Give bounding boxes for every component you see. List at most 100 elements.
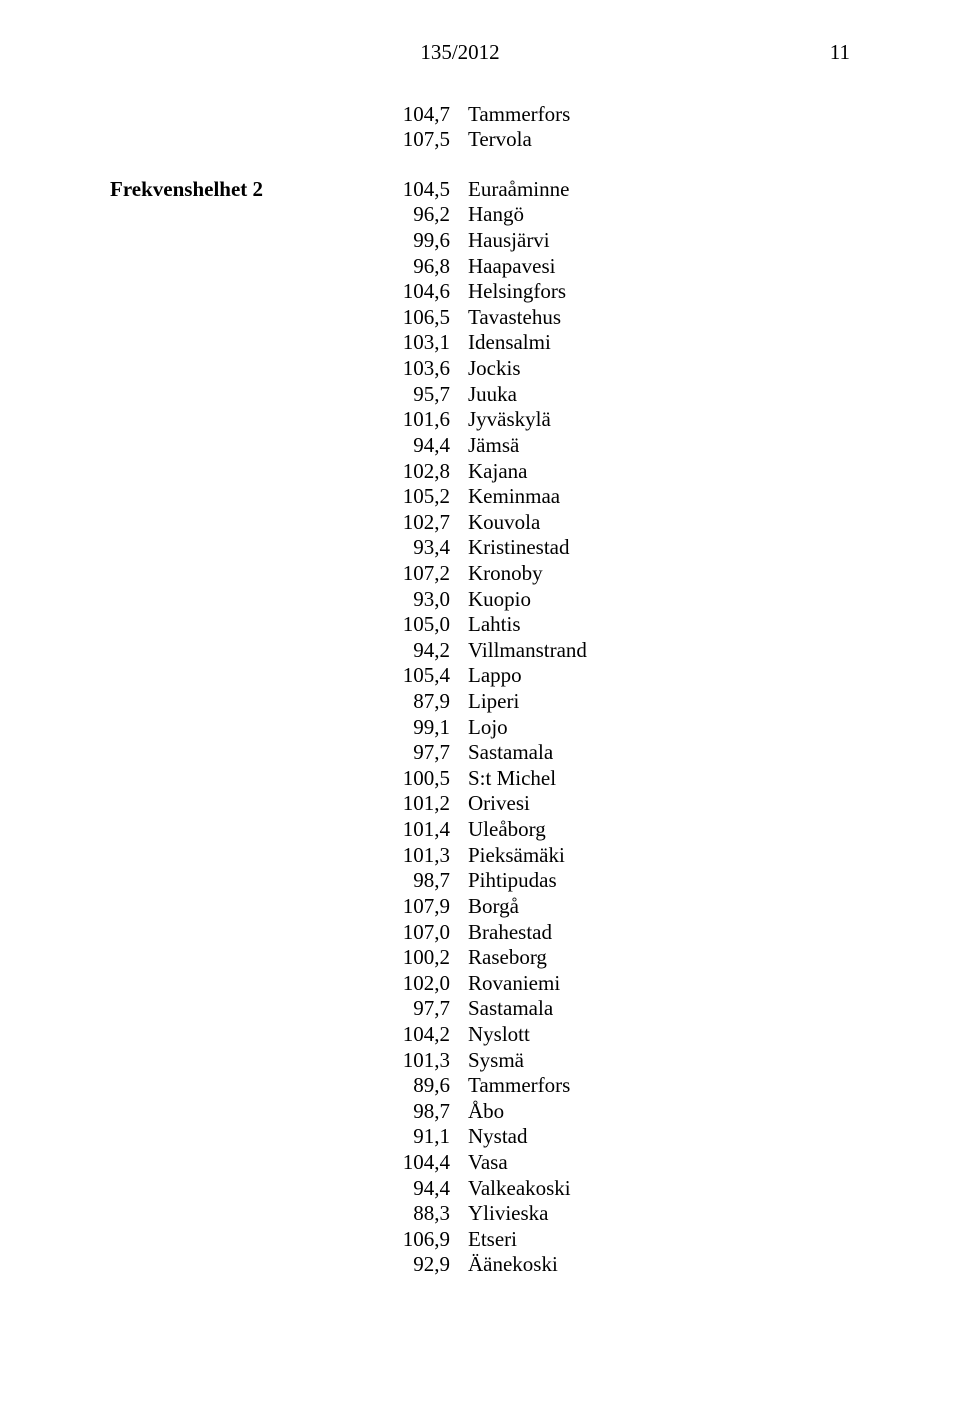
group-label (110, 433, 365, 459)
group-label (110, 484, 365, 510)
location-name: Kronoby (468, 561, 850, 587)
location-name: Nyslott (468, 1022, 850, 1048)
group-label (110, 1252, 365, 1278)
group-label (110, 894, 365, 920)
group-label (110, 228, 365, 254)
group-label (110, 1022, 365, 1048)
frequency-row: 103,6Jockis (110, 356, 850, 382)
group-label (110, 612, 365, 638)
frequency-row: 98,7Pihtipudas (110, 868, 850, 894)
frequency-value: 89,6 (365, 1073, 468, 1099)
frequency-value: 106,5 (365, 305, 468, 331)
frequency-row: Frekvenshelhet 2104,5Euraåminne (110, 177, 850, 203)
location-name: Etseri (468, 1227, 850, 1253)
group-label (110, 1073, 365, 1099)
location-name: Kouvola (468, 510, 850, 536)
location-name: Tammerfors (468, 102, 850, 128)
page-number: 11 (810, 40, 850, 66)
location-name: Pieksämäki (468, 843, 850, 869)
frequency-row: 102,7Kouvola (110, 510, 850, 536)
location-name: Uleåborg (468, 817, 850, 843)
frequency-row: 87,9Liperi (110, 689, 850, 715)
frequency-row: 88,3Ylivieska (110, 1201, 850, 1227)
page-header: 135/2012 11 (110, 40, 850, 66)
frequency-row: 104,4Vasa (110, 1150, 850, 1176)
location-name: Pihtipudas (468, 868, 850, 894)
location-name: Jockis (468, 356, 850, 382)
frequency-row: 102,0Rovaniemi (110, 971, 850, 997)
group-label (110, 740, 365, 766)
group-label (110, 1176, 365, 1202)
frequency-value: 105,2 (365, 484, 468, 510)
location-name: Lojo (468, 715, 850, 741)
location-name: Ylivieska (468, 1201, 850, 1227)
location-name: Tervola (468, 127, 850, 153)
group-label (110, 996, 365, 1022)
content: 104,7Tammerfors107,5Tervola Frekvenshelh… (110, 102, 850, 1278)
frequency-value: 107,0 (365, 920, 468, 946)
frequency-row: 103,1Idensalmi (110, 330, 850, 356)
frequency-row: 95,7Juuka (110, 382, 850, 408)
frequency-value: 91,1 (365, 1124, 468, 1150)
frequency-row: 101,6Jyväskylä (110, 407, 850, 433)
page: 135/2012 11 104,7Tammerfors107,5Tervola … (0, 0, 960, 1418)
group-label (110, 102, 365, 128)
frequency-row: 89,6Tammerfors (110, 1073, 850, 1099)
group-label (110, 382, 365, 408)
frequency-row: 106,5Tavastehus (110, 305, 850, 331)
group-label (110, 843, 365, 869)
frequency-row: 105,4Lappo (110, 663, 850, 689)
group-label (110, 791, 365, 817)
location-name: Lahtis (468, 612, 850, 638)
frequency-value: 104,6 (365, 279, 468, 305)
group-label (110, 561, 365, 587)
group-label (110, 587, 365, 613)
group-label (110, 279, 365, 305)
location-name: Villmanstrand (468, 638, 850, 664)
frequency-value: 96,8 (365, 254, 468, 280)
group-label (110, 638, 365, 664)
group-label (110, 254, 365, 280)
group-label (110, 535, 365, 561)
location-name: Kuopio (468, 587, 850, 613)
group-label (110, 1150, 365, 1176)
frequency-row: 101,4Uleåborg (110, 817, 850, 843)
group-label (110, 971, 365, 997)
location-name: Rovaniemi (468, 971, 850, 997)
frequency-value: 93,0 (365, 587, 468, 613)
group-label (110, 868, 365, 894)
frequency-row: 98,7Åbo (110, 1099, 850, 1125)
frequency-row: 106,9Etseri (110, 1227, 850, 1253)
location-name: S:t Michel (468, 766, 850, 792)
frequency-value: 100,2 (365, 945, 468, 971)
group-label (110, 127, 365, 153)
frequency-value: 99,6 (365, 228, 468, 254)
location-name: Brahestad (468, 920, 850, 946)
frequency-value: 102,7 (365, 510, 468, 536)
frequency-row: 105,2Keminmaa (110, 484, 850, 510)
location-name: Idensalmi (468, 330, 850, 356)
frequency-row: 100,2Raseborg (110, 945, 850, 971)
group-label: Frekvenshelhet 2 (110, 177, 365, 203)
frequency-row: 96,2Hangö (110, 202, 850, 228)
group-label (110, 689, 365, 715)
frequency-row: 107,2Kronoby (110, 561, 850, 587)
frequency-row: 107,9Borgå (110, 894, 850, 920)
frequency-row: 94,4Jämsä (110, 433, 850, 459)
frequency-value: 100,5 (365, 766, 468, 792)
frequency-value: 92,9 (365, 1252, 468, 1278)
frequency-row: 100,5S:t Michel (110, 766, 850, 792)
frequency-value: 103,1 (365, 330, 468, 356)
frequency-row: 99,6Hausjärvi (110, 228, 850, 254)
frequency-value: 96,2 (365, 202, 468, 228)
frequency-value: 107,5 (365, 127, 468, 153)
group-label (110, 1124, 365, 1150)
frequency-value: 101,3 (365, 1048, 468, 1074)
location-name: Vasa (468, 1150, 850, 1176)
group-label (110, 715, 365, 741)
frequency-row: 96,8Haapavesi (110, 254, 850, 280)
frequency-value: 106,9 (365, 1227, 468, 1253)
frequency-row: 91,1Nystad (110, 1124, 850, 1150)
frequency-row: 107,0Brahestad (110, 920, 850, 946)
location-name: Åbo (468, 1099, 850, 1125)
